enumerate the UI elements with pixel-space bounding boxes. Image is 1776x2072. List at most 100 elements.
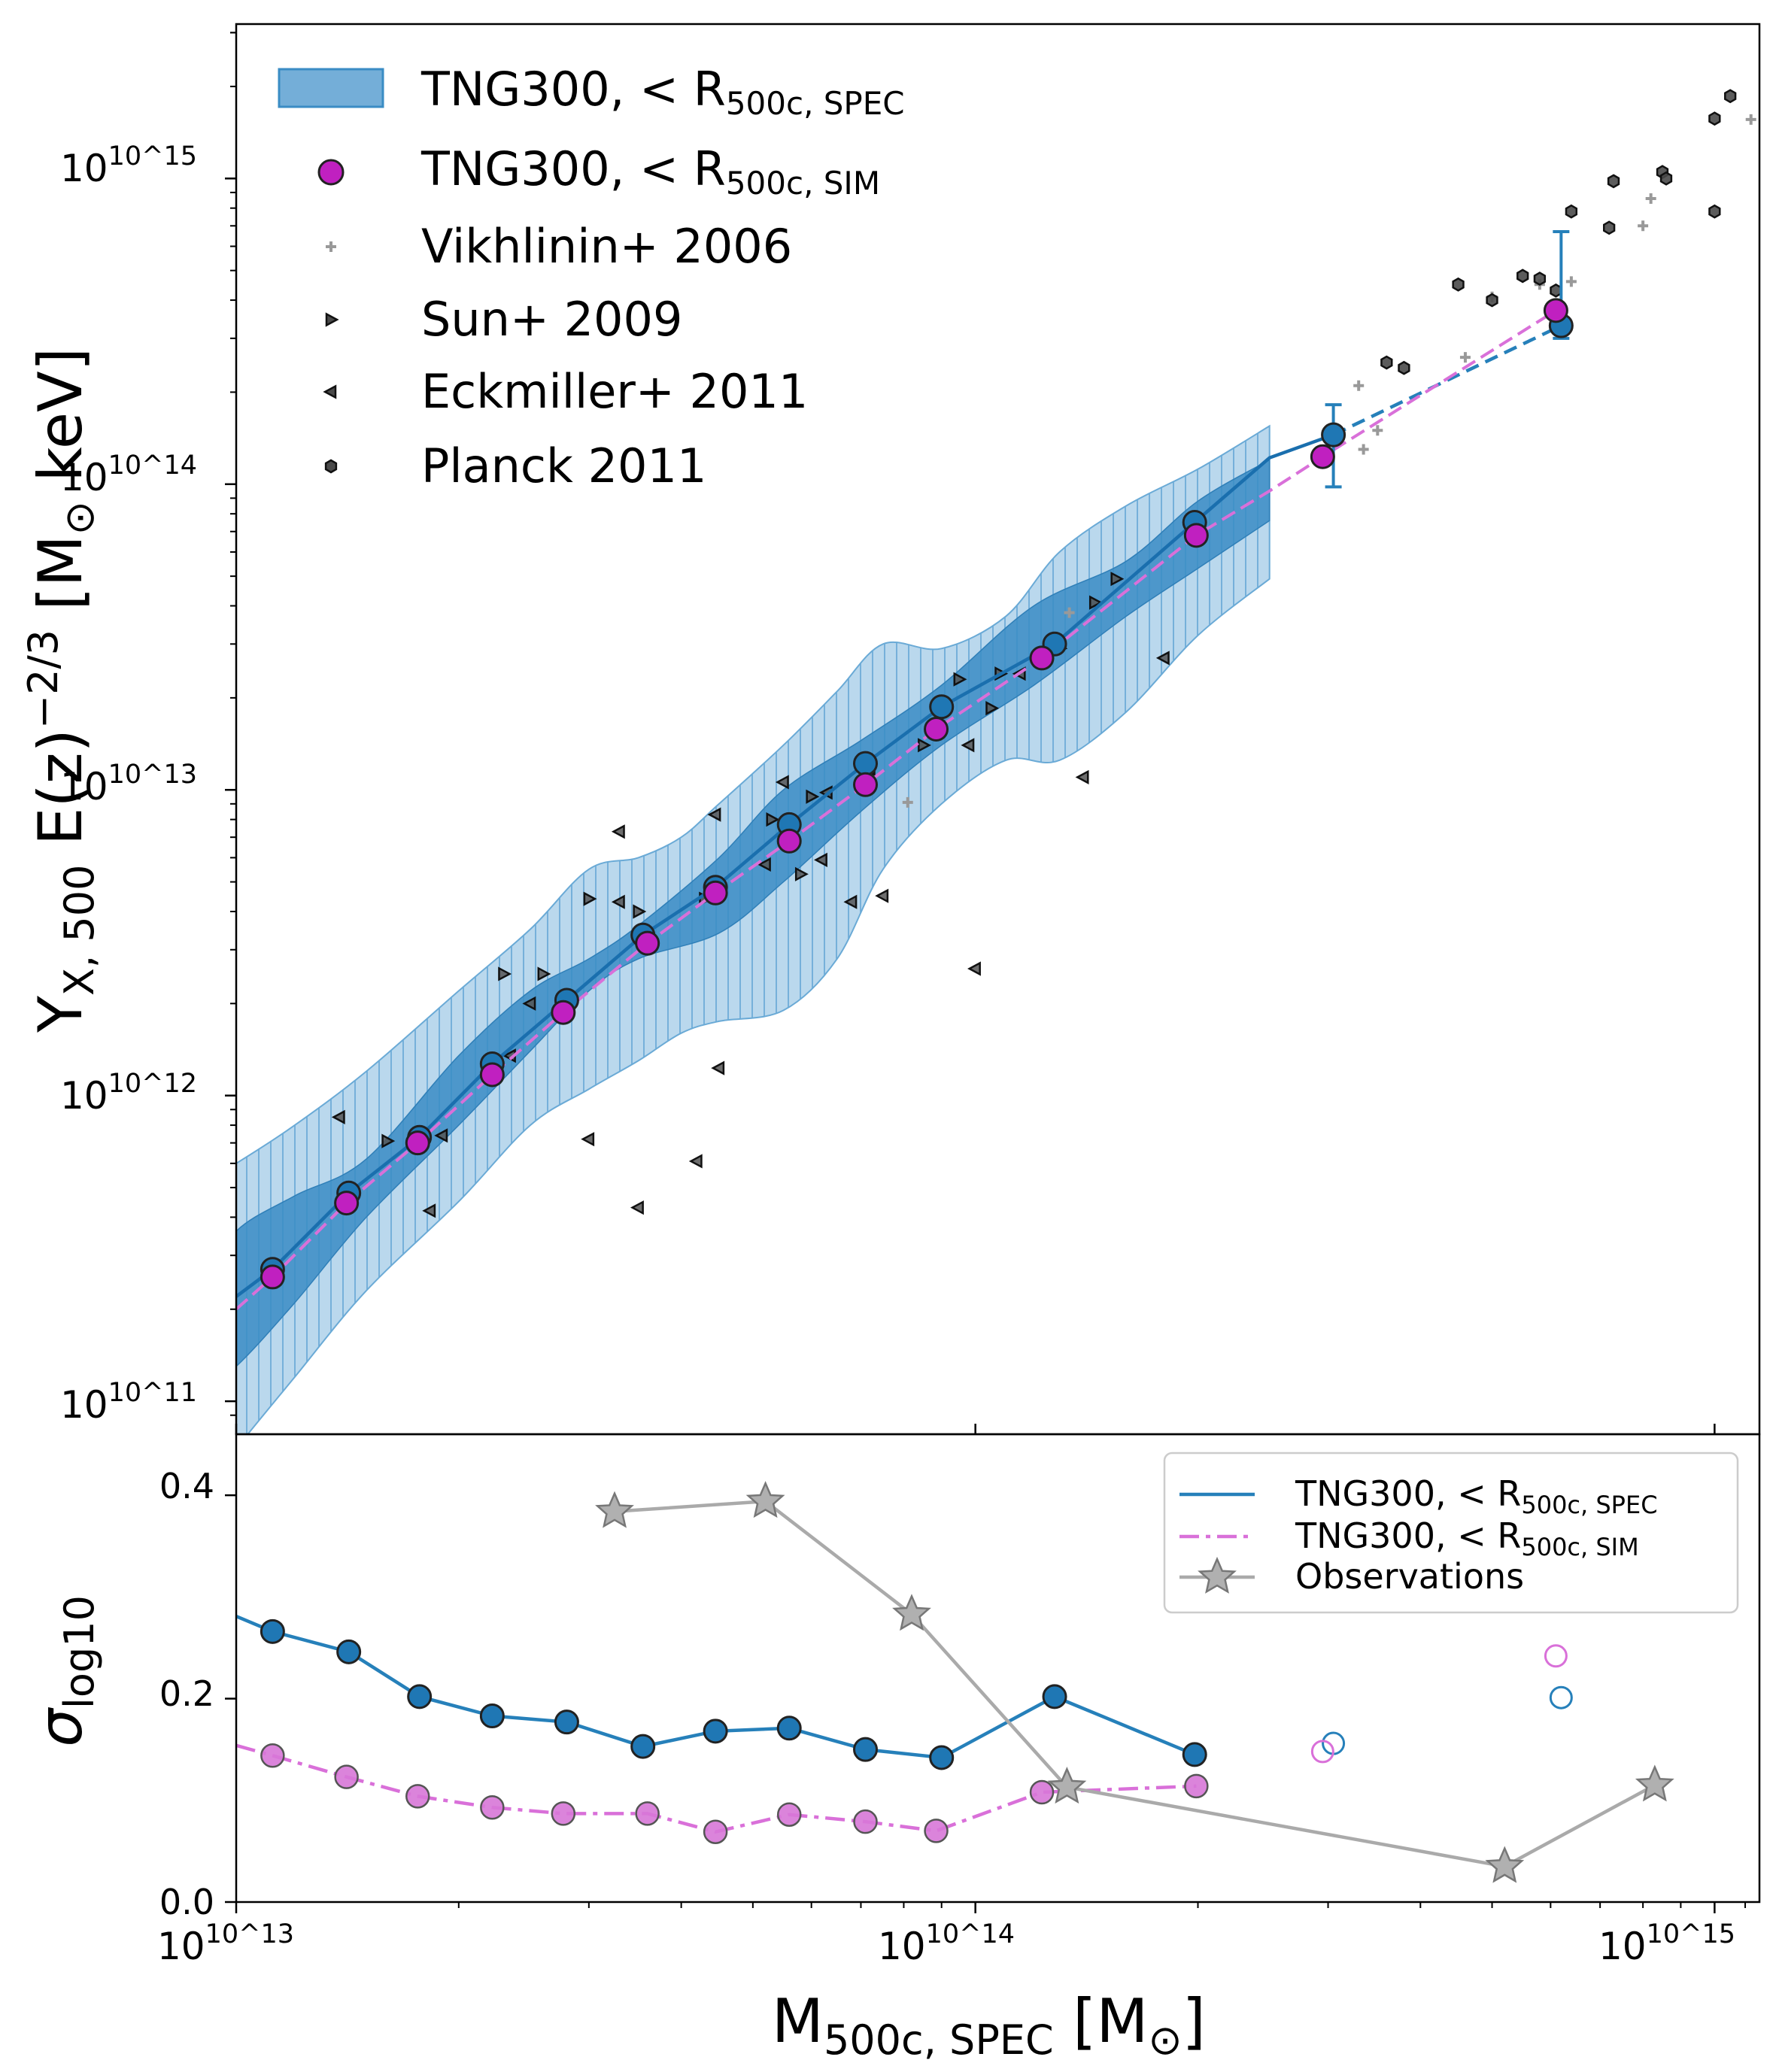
band-16-84 <box>236 459 1271 1367</box>
sim-median-point <box>635 930 660 956</box>
x-tick-exp: 10^13 <box>205 1919 294 1949</box>
y-tick-label-1e11: 1010^11 <box>60 1378 197 1427</box>
observation-star <box>893 1595 931 1630</box>
y-tick-label-02: 0.2 <box>159 1673 214 1714</box>
legend-label-sim: TNG300, < R500c, SIM <box>420 141 880 202</box>
sim-median-point <box>703 880 728 906</box>
y-tick-label-1e12: 1010^12 <box>60 1069 197 1118</box>
y-tick-exp: 10^13 <box>108 760 197 790</box>
bottom-panel-frame <box>235 1433 1761 1904</box>
spec-scatter-point <box>853 1737 879 1762</box>
sim-highmass-point <box>1543 298 1568 323</box>
top-y-axis-label: YX, 500 E(z)−2/3 [M⊙ keV]Y_{X, 500} E(z)… <box>20 321 103 1033</box>
planck-point <box>1603 220 1616 235</box>
spec-scatter-point <box>407 1684 433 1709</box>
top-legend: TNG300, < R500c, SPEC TNG300, < R500c, S… <box>278 62 905 493</box>
y-tick-exp: 10^11 <box>108 1378 197 1408</box>
bottom-legend: TNG300, < R500c, SPEC TNG300, < R500c, S… <box>1163 1452 1739 1614</box>
sim-median-point <box>551 1000 576 1025</box>
vikhlinin-point <box>1564 275 1578 289</box>
eckmiller-point <box>690 1154 703 1168</box>
eckmiller-point <box>876 889 889 903</box>
legend-swatch-band <box>278 68 384 108</box>
sim-median-point <box>1183 523 1209 548</box>
vikhlinin-point <box>1352 378 1366 393</box>
x-tick-labels: 1010^13 1010^14 1010^15 <box>157 1919 1735 1968</box>
sim-open-point <box>1544 1644 1568 1668</box>
band-2-98-edge <box>236 424 1271 1434</box>
sim-median-line <box>236 309 1557 1311</box>
spec-scatter-point <box>630 1734 656 1759</box>
planck-point <box>1565 204 1578 219</box>
vikhlinin-point <box>1744 112 1758 126</box>
sim-median-point <box>334 1191 360 1216</box>
sim-scatter-point <box>405 1784 430 1809</box>
vikhlinin-point <box>1458 350 1472 365</box>
sim-median-point <box>1029 645 1055 671</box>
sim-scatter-point <box>334 1764 359 1789</box>
y-axis-label-source: Y_{X, 500} E(z)^{-2/3} [M_⊙ keV] <box>80 321 82 347</box>
planck-point <box>1516 268 1529 284</box>
spec-scatter-point <box>776 1716 802 1741</box>
legend-marker-vikhlinin <box>324 240 338 253</box>
eckmiller-point <box>968 962 981 975</box>
sim-open-point <box>1310 1740 1334 1764</box>
spec-scatter-point <box>554 1709 579 1735</box>
spec-scatter-point <box>703 1719 728 1744</box>
spec-highmass-point <box>1321 422 1346 447</box>
sim-median-point <box>405 1130 430 1156</box>
observations-line <box>614 1499 1656 1869</box>
bottom-scatter-points <box>260 1482 1673 1882</box>
planck-point <box>1607 174 1620 189</box>
y-tick-label-04: 0.4 <box>159 1466 214 1506</box>
top-confidence-bands <box>236 424 1271 1434</box>
vikhlinin-point <box>1636 219 1650 233</box>
vikhlinin-point <box>1644 191 1658 205</box>
planck-point <box>1533 272 1547 286</box>
spec-scatter-point <box>260 1618 285 1644</box>
planck-point <box>1380 355 1393 370</box>
x-axis-label: M500c, SPEC [M⊙]M_{500c, SPEC} [M_⊙] <box>772 1986 1223 2064</box>
planck-point <box>1708 204 1721 219</box>
vikhlinin-point <box>1371 423 1385 438</box>
sim-scatter-point <box>1029 1779 1055 1805</box>
eckmiller-point <box>612 825 625 839</box>
sim-median-point <box>924 716 949 742</box>
x-tick-label-1e13: 1010^13 <box>157 1919 294 1968</box>
eckmiller-point <box>631 1200 644 1215</box>
spec-median-point <box>929 694 955 720</box>
planck-point <box>1486 293 1498 308</box>
sim-scatter-point <box>1184 1773 1209 1799</box>
x-tick-exp: 10^15 <box>1647 1919 1735 1949</box>
spec-scatter-point <box>479 1703 505 1729</box>
vikhlinin-point <box>1356 442 1371 457</box>
legend-box <box>1163 1452 1739 1614</box>
x-axis-label-source: M_{500c, SPEC} [M_⊙] <box>1206 2040 1223 2043</box>
sim-scatter-point <box>924 1819 949 1843</box>
spec-open-point <box>1549 1685 1573 1709</box>
eckmiller-point <box>581 1132 595 1146</box>
planck-point <box>1724 89 1737 104</box>
observation-star <box>1486 1847 1523 1882</box>
legend-label-obs: Observations <box>1295 1556 1524 1597</box>
legend-label-planck: Planck 2011 <box>421 438 706 493</box>
bottom-y-axis-label: σlog10σ_log10 <box>26 1588 103 1746</box>
spec-scatter-point <box>1042 1684 1067 1709</box>
sim-median-point <box>853 772 879 797</box>
spec-median-point <box>853 751 879 776</box>
x-tick-exp: 10^14 <box>926 1919 1015 1949</box>
sim-scatter-point <box>480 1794 505 1820</box>
top-median-points <box>260 298 1574 1290</box>
sim-median-point <box>260 1264 285 1290</box>
spec-scatter-point <box>1182 1742 1207 1767</box>
planck-point <box>1659 171 1673 186</box>
observation-star <box>1636 1766 1673 1801</box>
legend-label-sun: Sun+ 2009 <box>421 292 682 347</box>
x-tick-label-1e15: 1010^15 <box>1598 1919 1735 1968</box>
y-tick-exp: 10^15 <box>108 141 197 171</box>
legend-marker-planck <box>324 459 338 474</box>
planck-point <box>1452 278 1465 292</box>
sim-scatter-point <box>551 1801 576 1826</box>
legend-label-vikhlinin: Vikhlinin+ 2006 <box>421 219 792 274</box>
